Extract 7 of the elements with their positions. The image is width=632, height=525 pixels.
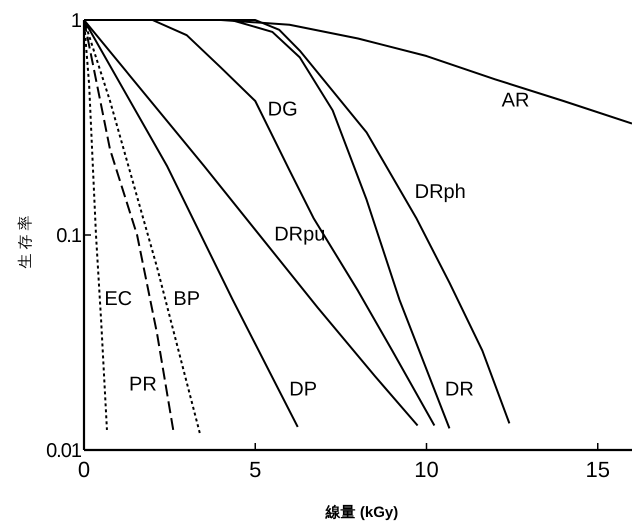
x-tick-label: 15 bbox=[586, 457, 610, 482]
y-axis-title: 生存率 bbox=[17, 212, 34, 268]
x-tick-label: 10 bbox=[414, 457, 439, 482]
y-tick-label: 1 bbox=[70, 10, 82, 32]
y-tick-label: 0.1 bbox=[56, 225, 82, 247]
x-tick-label: 5 bbox=[249, 457, 262, 482]
x-axis-title: 線量 (kGy) bbox=[324, 504, 398, 521]
